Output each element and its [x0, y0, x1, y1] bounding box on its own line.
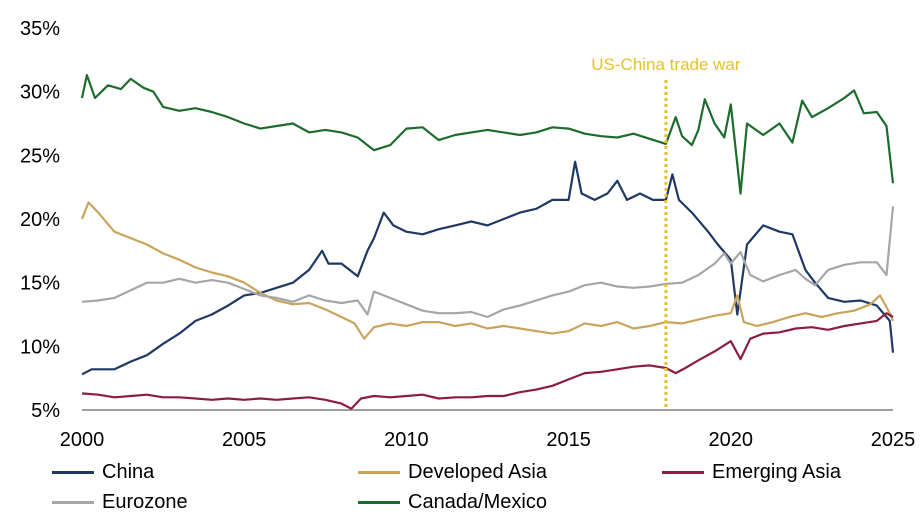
- series-line-emerging-asia: [81, 312, 894, 410]
- line-chart: 5% 10% 15% 20% 25% 30% 35% 2000 2005 2010 2015 202…: [20, 18, 916, 451]
- legend-item-canada-mexico: Canada/Mexico: [358, 488, 547, 516]
- y-tick-label: 10%: [20, 336, 60, 358]
- y-axis-tick-labels: 5% 10% 15% 20% 25% 30% 35%: [20, 18, 60, 422]
- y-tick-label: 20%: [20, 209, 60, 231]
- legend-item-developed-asia: Developed Asia: [358, 458, 547, 486]
- x-axis-tick-labels: 2000 2005 2010 2015 2020 2025: [60, 429, 916, 451]
- legend-item-china: China: [52, 458, 154, 486]
- series-line-china: [81, 160, 895, 376]
- legend-swatch-emerging-asia: [662, 470, 704, 474]
- legend-label-emerging-asia: Emerging Asia: [712, 460, 841, 483]
- legend-label-china: China: [102, 460, 155, 483]
- legend-item-emerging-asia: Emerging Asia: [662, 458, 841, 486]
- x-tick-label: 2005: [222, 429, 267, 451]
- legend-swatch-china: [52, 470, 94, 474]
- x-tick-label: 2025: [871, 429, 916, 451]
- legend-label-eurozone: Eurozone: [102, 490, 188, 513]
- chart-legend: China Developed Asia Emerging Asia Euroz…: [52, 458, 912, 518]
- legend-item-eurozone: Eurozone: [52, 488, 188, 516]
- y-tick-label: 30%: [20, 82, 60, 104]
- series-lines: [80, 73, 895, 410]
- series-line-developed-asia: [80, 201, 895, 340]
- y-tick-label: 15%: [20, 273, 60, 295]
- y-tick-label: 25%: [20, 145, 60, 167]
- series-line-canada-mexico: [80, 73, 895, 195]
- y-tick-label: 35%: [20, 18, 60, 40]
- x-tick-label: 2010: [384, 429, 429, 451]
- legend-label-developed-asia: Developed Asia: [408, 460, 547, 483]
- x-tick-label: 2015: [546, 429, 591, 451]
- legend-label-canada-mexico: Canada/Mexico: [408, 490, 547, 513]
- trade-war-annotation: US-China trade war: [591, 55, 741, 74]
- y-tick-label: 5%: [31, 400, 60, 422]
- x-tick-label: 2000: [60, 429, 105, 451]
- legend-swatch-eurozone: [52, 500, 94, 504]
- x-tick-label: 2020: [709, 429, 754, 451]
- series-line-eurozone: [81, 206, 895, 319]
- legend-swatch-canada-mexico: [358, 500, 400, 504]
- legend-swatch-developed-asia: [358, 470, 400, 474]
